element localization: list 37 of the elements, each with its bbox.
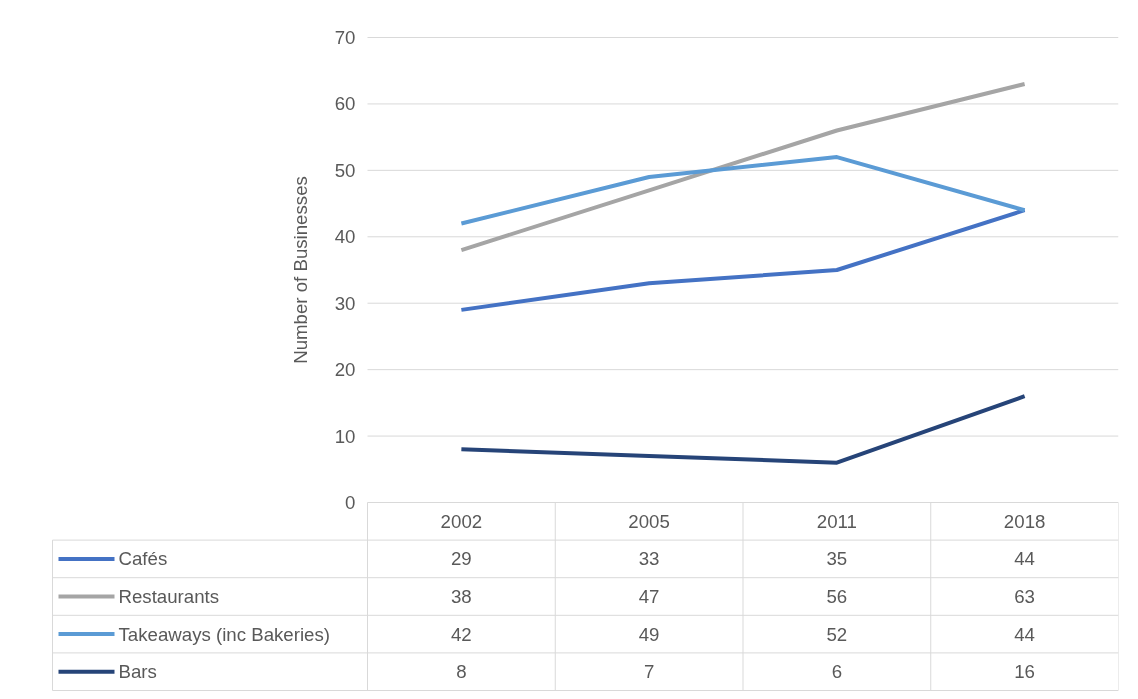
y-tick-label: 10 [334, 425, 356, 447]
line-series [459, 208, 1027, 312]
legend-label: Bars [118, 661, 157, 683]
data-label: 6 [831, 661, 843, 683]
y-tick-label: 50 [334, 159, 356, 181]
data-label: 7 [643, 661, 655, 683]
y-tick-label: 40 [334, 226, 356, 248]
x-tick-label: 2018 [1003, 510, 1046, 532]
x-tick-label: 2002 [440, 510, 483, 532]
y-tick-label: 30 [334, 292, 356, 314]
data-label: 33 [638, 548, 660, 570]
legend-label: Cafés [118, 548, 168, 570]
data-label: 35 [826, 548, 848, 570]
legend-label: Takeaways (inc Bakeries) [118, 623, 331, 645]
y-tick-label: 0 [345, 492, 356, 513]
line-series [459, 394, 1027, 465]
data-label: 38 [451, 586, 472, 607]
line-series [459, 155, 1027, 226]
data-label: 44 [1014, 623, 1036, 645]
data-label: 47 [638, 586, 660, 607]
line-series [459, 82, 1027, 253]
data-label: 52 [826, 623, 848, 645]
data-label: 49 [638, 623, 660, 645]
data-label: 56 [826, 586, 848, 607]
data-label: 16 [1014, 661, 1036, 683]
legend-label: Restaurants [118, 586, 220, 607]
data-label: 29 [451, 548, 472, 570]
data-label: 8 [456, 661, 467, 683]
data-label: 63 [1014, 586, 1036, 607]
data-label: 44 [1014, 548, 1036, 570]
y-axis-title: Number of Businesses [290, 176, 311, 364]
x-tick-label: 2011 [816, 510, 857, 532]
data-label: 42 [451, 623, 472, 645]
y-tick-label: 70 [334, 27, 356, 48]
x-tick-label: 2005 [628, 510, 670, 532]
y-tick-label: 20 [334, 359, 356, 381]
y-tick-label: 60 [334, 93, 356, 115]
